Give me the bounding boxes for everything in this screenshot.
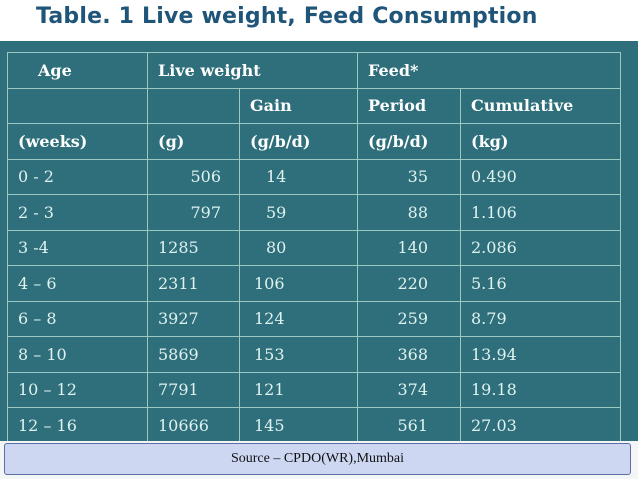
header-gain: Gain: [239, 87, 358, 124]
cell-age: 3 -4: [7, 229, 148, 266]
header-feed: Feed*: [357, 52, 621, 89]
cell-age: 6 – 8: [7, 300, 148, 337]
unit-weeks: (weeks): [7, 123, 148, 160]
cell-age: 10 – 12: [7, 371, 148, 408]
cell-gain: 80: [239, 229, 358, 266]
cell-gain: 106: [239, 265, 358, 302]
header-empty-2: [147, 87, 240, 124]
cell-weight: 506: [147, 158, 240, 195]
cell-weight: 5869: [147, 336, 240, 373]
cell-weight: 10666: [147, 407, 240, 444]
table-row: 3 -4 1285 80 140 2.086: [7, 229, 621, 266]
cell-cumulative: 19.18: [460, 371, 621, 408]
header-row-3: (weeks) (g) (g/b/d) (g/b/d) (kg): [7, 123, 621, 160]
cell-period: 35: [357, 158, 461, 195]
cell-cumulative: 13.94: [460, 336, 621, 373]
cell-gain: 153: [239, 336, 358, 373]
slide-title: Table. 1 Live weight, Feed Consumption: [36, 4, 538, 29]
cell-weight: 797: [147, 194, 240, 231]
cell-gain: 145: [239, 407, 358, 444]
cell-period: 140: [357, 229, 461, 266]
header-age: Age: [7, 52, 148, 89]
cell-cumulative: 8.79: [460, 300, 621, 337]
cell-age: 12 – 16: [7, 407, 148, 444]
cell-cumulative: 5.16: [460, 265, 621, 302]
cell-cumulative: 27.03: [460, 407, 621, 444]
unit-kg: (kg): [460, 123, 621, 160]
table-row: 0 - 2 506 14 35 0.490: [7, 158, 621, 195]
cell-period: 368: [357, 336, 461, 373]
cell-age: 8 – 10: [7, 336, 148, 373]
source-caption: Source – CPDO(WR),Mumbai: [4, 443, 631, 475]
cell-weight: 2311: [147, 265, 240, 302]
cell-age: 0 - 2: [7, 158, 148, 195]
cell-cumulative: 2.086: [460, 229, 621, 266]
unit-g: (g): [147, 123, 240, 160]
table-row: 8 – 10 5869 153 368 13.94: [7, 336, 621, 373]
header-row-1: Age Live weight Feed*: [7, 52, 621, 89]
cell-period: 374: [357, 371, 461, 408]
table-row: 2 - 3 797 59 88 1.106: [7, 194, 621, 231]
cell-weight: 3927: [147, 300, 240, 337]
cell-gain: 121: [239, 371, 358, 408]
cell-period: 259: [357, 300, 461, 337]
cell-period: 88: [357, 194, 461, 231]
cell-weight: 7791: [147, 371, 240, 408]
cell-age: 4 – 6: [7, 265, 148, 302]
cell-period: 220: [357, 265, 461, 302]
unit-gain: (g/b/d): [239, 123, 358, 160]
cell-cumulative: 1.106: [460, 194, 621, 231]
table-row: 12 – 16 10666 145 561 27.03: [7, 407, 621, 444]
unit-period: (g/b/d): [357, 123, 461, 160]
cell-period: 561: [357, 407, 461, 444]
cell-gain: 124: [239, 300, 358, 337]
header-row-2: Gain Period Cumulative: [7, 87, 621, 124]
data-table: Age Live weight Feed* Gain Period Cumula…: [7, 52, 621, 444]
table-row: 10 – 12 7791 121 374 19.18: [7, 371, 621, 408]
cell-cumulative: 0.490: [460, 158, 621, 195]
cell-weight: 1285: [147, 229, 240, 266]
table-row: 6 – 8 3927 124 259 8.79: [7, 300, 621, 337]
cell-gain: 14: [239, 158, 358, 195]
header-period: Period: [357, 87, 461, 124]
header-empty-1: [7, 87, 148, 124]
table-row: 4 – 6 2311 106 220 5.16: [7, 265, 621, 302]
cell-age: 2 - 3: [7, 194, 148, 231]
header-cumulative: Cumulative: [460, 87, 621, 124]
cell-gain: 59: [239, 194, 358, 231]
header-live-weight: Live weight: [147, 52, 358, 89]
